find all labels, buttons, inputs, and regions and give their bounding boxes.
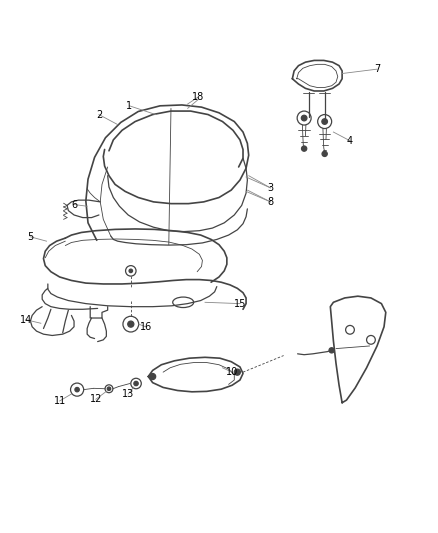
Text: 16: 16 xyxy=(140,322,152,332)
Text: 11: 11 xyxy=(53,396,66,406)
Circle shape xyxy=(129,269,133,272)
Text: 3: 3 xyxy=(268,183,274,193)
Text: 18: 18 xyxy=(192,92,204,102)
Text: 10: 10 xyxy=(226,367,238,377)
Text: 5: 5 xyxy=(27,232,34,242)
Text: 14: 14 xyxy=(20,315,32,325)
Text: 15: 15 xyxy=(234,298,246,309)
Circle shape xyxy=(301,146,307,151)
Circle shape xyxy=(301,115,307,121)
Text: 6: 6 xyxy=(71,199,77,209)
Circle shape xyxy=(128,321,134,327)
Circle shape xyxy=(150,374,155,379)
Circle shape xyxy=(107,387,111,391)
Text: 12: 12 xyxy=(90,394,102,404)
Text: 8: 8 xyxy=(268,197,274,207)
Circle shape xyxy=(134,381,138,386)
Text: 1: 1 xyxy=(127,101,133,111)
Text: 2: 2 xyxy=(96,110,102,119)
Circle shape xyxy=(75,387,79,392)
Text: 7: 7 xyxy=(374,64,380,74)
Circle shape xyxy=(322,119,328,124)
Circle shape xyxy=(234,369,240,375)
Circle shape xyxy=(322,151,327,157)
Text: 13: 13 xyxy=(122,389,134,399)
Text: 4: 4 xyxy=(347,136,353,146)
Circle shape xyxy=(329,348,334,353)
